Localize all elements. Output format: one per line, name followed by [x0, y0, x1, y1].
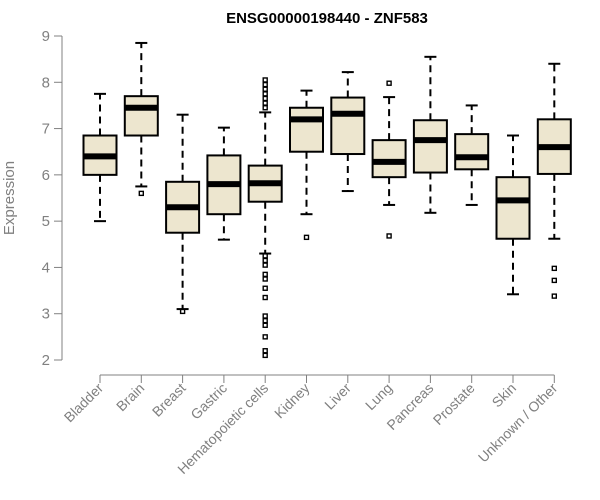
y-axis: 2 3 4 5 6 7 8 9	[42, 28, 63, 369]
iqr-box	[289, 106, 324, 153]
iqr-box	[123, 95, 159, 137]
iqr-box	[330, 96, 366, 156]
outlier-point	[262, 100, 268, 106]
outlier-point	[138, 190, 145, 197]
outlier-point	[262, 352, 268, 359]
y-tick-label: 8	[42, 74, 50, 91]
y-tick-label: 5	[42, 213, 50, 230]
x-tick-label: Skin	[489, 380, 520, 411]
outlier-point	[262, 276, 268, 282]
x-tick-label: Bladder	[61, 380, 107, 426]
y-axis-title: Expression	[1, 161, 18, 235]
iqr-box	[454, 133, 490, 171]
y-tick-label: 3	[42, 306, 50, 323]
outlier-point	[262, 294, 268, 301]
box-lung	[371, 80, 407, 239]
outlier-point	[262, 313, 268, 319]
outlier-point	[262, 95, 268, 102]
outlier-point	[262, 285, 268, 291]
box-hematopoietic-cells	[247, 77, 283, 359]
outlier-point	[262, 262, 268, 268]
y-tick-label: 7	[42, 121, 50, 138]
outlier-point	[262, 86, 268, 92]
y-tick-label: 4	[42, 259, 50, 276]
box-breast	[165, 113, 201, 315]
outlier-point	[551, 277, 557, 284]
box-liver	[330, 71, 366, 193]
iqr-box	[412, 119, 448, 174]
outlier-point	[386, 80, 392, 86]
outlier-point	[551, 293, 557, 299]
x-tick-label: Breast	[149, 380, 189, 420]
outlier-point	[386, 233, 392, 239]
y-tick-label: 2	[42, 352, 50, 369]
x-tick-label: Lung	[362, 380, 395, 413]
chart-title: ENSG00000198440 - ZNF583	[226, 10, 428, 27]
outlier-point	[262, 81, 268, 88]
outlier-point	[262, 348, 268, 354]
outlier-point	[262, 105, 268, 111]
box-brain	[123, 41, 159, 197]
box-gastric	[206, 126, 242, 241]
x-tick-label: Prostate	[430, 380, 478, 428]
x-tick-label: Brain	[113, 380, 147, 414]
outlier-point	[262, 257, 268, 264]
y-tick-label: 6	[42, 167, 50, 184]
outlier-point	[303, 234, 310, 241]
outlier-point	[179, 308, 186, 315]
outlier-point	[262, 77, 268, 83]
box-skin	[495, 134, 531, 296]
iqr-box	[371, 139, 407, 179]
box-bladder	[82, 92, 118, 223]
outlier-point	[262, 334, 268, 340]
iqr-box	[495, 176, 531, 240]
x-tick-label: Liver	[321, 380, 354, 413]
box-unknown-other	[536, 62, 572, 299]
outlier-point	[262, 253, 268, 259]
box-pancreas	[412, 55, 448, 214]
outlier-point	[262, 322, 268, 328]
y-tick-label: 9	[42, 28, 50, 45]
outlier-point	[262, 271, 268, 278]
outlier-point	[551, 265, 557, 272]
x-tick-label: Kidney	[271, 380, 313, 422]
box-prostate	[454, 104, 490, 206]
outlier-point	[262, 91, 268, 97]
outlier-point	[262, 317, 268, 324]
box-kidney	[289, 89, 324, 241]
box-series	[82, 41, 572, 359]
